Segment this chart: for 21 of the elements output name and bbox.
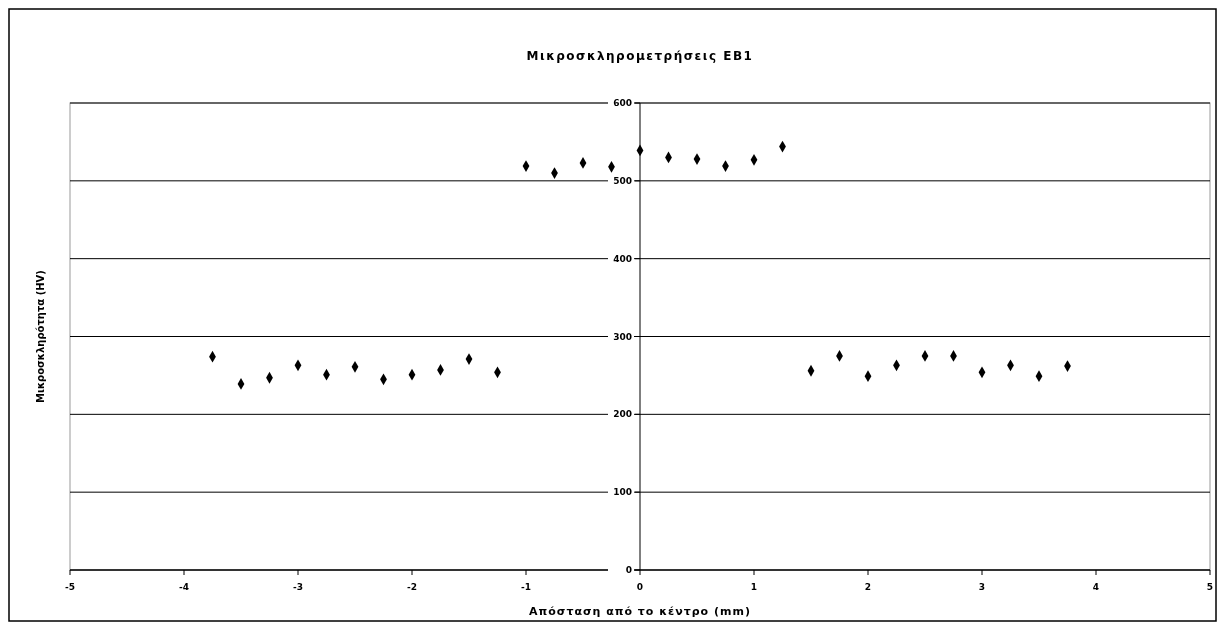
x-tick-label: -3 (293, 582, 303, 592)
x-tick-label: -5 (65, 582, 75, 592)
x-tick-label: -1 (521, 582, 531, 592)
x-tick-label: 1 (750, 582, 758, 592)
x-tick-label: 0 (636, 582, 644, 592)
x-tick-label: 2 (864, 582, 872, 592)
y-axis-title: Μικροσκληρότητα (HV) (35, 270, 46, 403)
chart-title: Μικροσκληρομετρήσεις ΕΒ1 (526, 49, 754, 63)
y-tick-label: 100 (613, 487, 632, 498)
y-tick-label: 0 (625, 565, 632, 576)
y-tick-label: 200 (613, 409, 632, 420)
x-tick-label: 5 (1206, 582, 1214, 592)
y-tick-label: 600 (613, 98, 632, 109)
x-tick-label: -4 (179, 582, 189, 592)
x-tick-label: -2 (407, 582, 417, 592)
y-tick-label: 300 (613, 331, 632, 342)
x-tick-label: 3 (978, 582, 986, 592)
y-tick-label: 400 (613, 253, 632, 264)
x-axis-title: Απόσταση από το κέντρο (mm) (529, 605, 751, 618)
y-tick-label: 500 (613, 175, 632, 186)
x-tick-label: 4 (1092, 582, 1100, 592)
